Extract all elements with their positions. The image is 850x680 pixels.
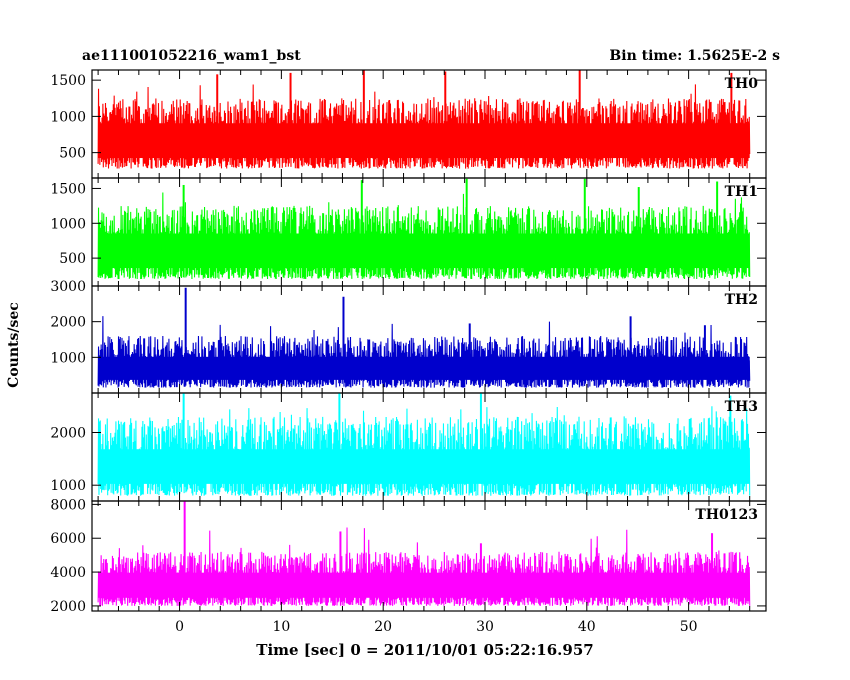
x-tick-label: 0: [175, 619, 184, 635]
chart-title-left: ae111001052216_wam1_bst: [82, 48, 301, 64]
y-tick-label: 1500: [50, 181, 86, 197]
x-tick-label: 20: [374, 619, 392, 635]
panel-label: TH1: [725, 184, 758, 200]
panel-label: TH3: [725, 399, 758, 415]
series-body: [98, 233, 750, 269]
series-body: [98, 123, 750, 159]
panel-label: TH0: [725, 76, 759, 92]
y-tick-label: 1000: [50, 109, 86, 125]
panel-label: TH0123: [695, 507, 758, 523]
y-tick-label: 6000: [50, 531, 86, 547]
y-tick-label: 1500: [50, 73, 86, 89]
series-body: [98, 449, 750, 484]
series-body: [98, 572, 750, 598]
y-tick-label: 3000: [50, 279, 86, 295]
y-tick-label: 1000: [50, 478, 86, 494]
y-axis-label: Counts/sec: [6, 302, 22, 388]
series-line: [97, 192, 751, 280]
panel-frame: [91, 500, 767, 612]
x-tick-label: 30: [476, 619, 494, 635]
series-th0: [97, 70, 751, 169]
y-tick-label: 8000: [50, 497, 86, 513]
x-tick-label: 50: [680, 619, 698, 635]
series-line: [97, 84, 751, 169]
panel-th1: 500 1000 1500 TH1: [50, 177, 767, 287]
y-tick-label: 2000: [50, 599, 86, 615]
y-tick-label: 500: [59, 251, 86, 267]
y-tick-label: 4000: [50, 565, 86, 581]
series-th2: [97, 287, 751, 388]
panel-th2: 1000 2000 3000 TH2: [50, 279, 767, 394]
y-tick-label: 1000: [50, 350, 86, 366]
panel-label: TH2: [725, 292, 758, 308]
y-tick-label: 2000: [50, 315, 86, 331]
x-tick-label: 40: [578, 619, 596, 635]
series-body: [98, 356, 750, 380]
y-tick-label: 1000: [50, 216, 86, 232]
series-th3: [97, 393, 751, 496]
series-th0123: [97, 501, 751, 606]
x-axis-label: Time [sec] 0 = 2011/10/01 05:22:16.957: [256, 641, 593, 659]
y-tick-label: 2000: [50, 426, 86, 442]
panel-th0123: 2000 4000 6000 8000 TH0123: [50, 497, 767, 615]
x-tick-label: 10: [272, 619, 290, 635]
chart-title-right: Bin time: 1.5625E-2 s: [609, 48, 780, 64]
panel-th0: 500 1000 1500 TH0: [50, 69, 767, 179]
series-th1: [97, 178, 751, 280]
y-tick-label: 500: [59, 146, 86, 162]
